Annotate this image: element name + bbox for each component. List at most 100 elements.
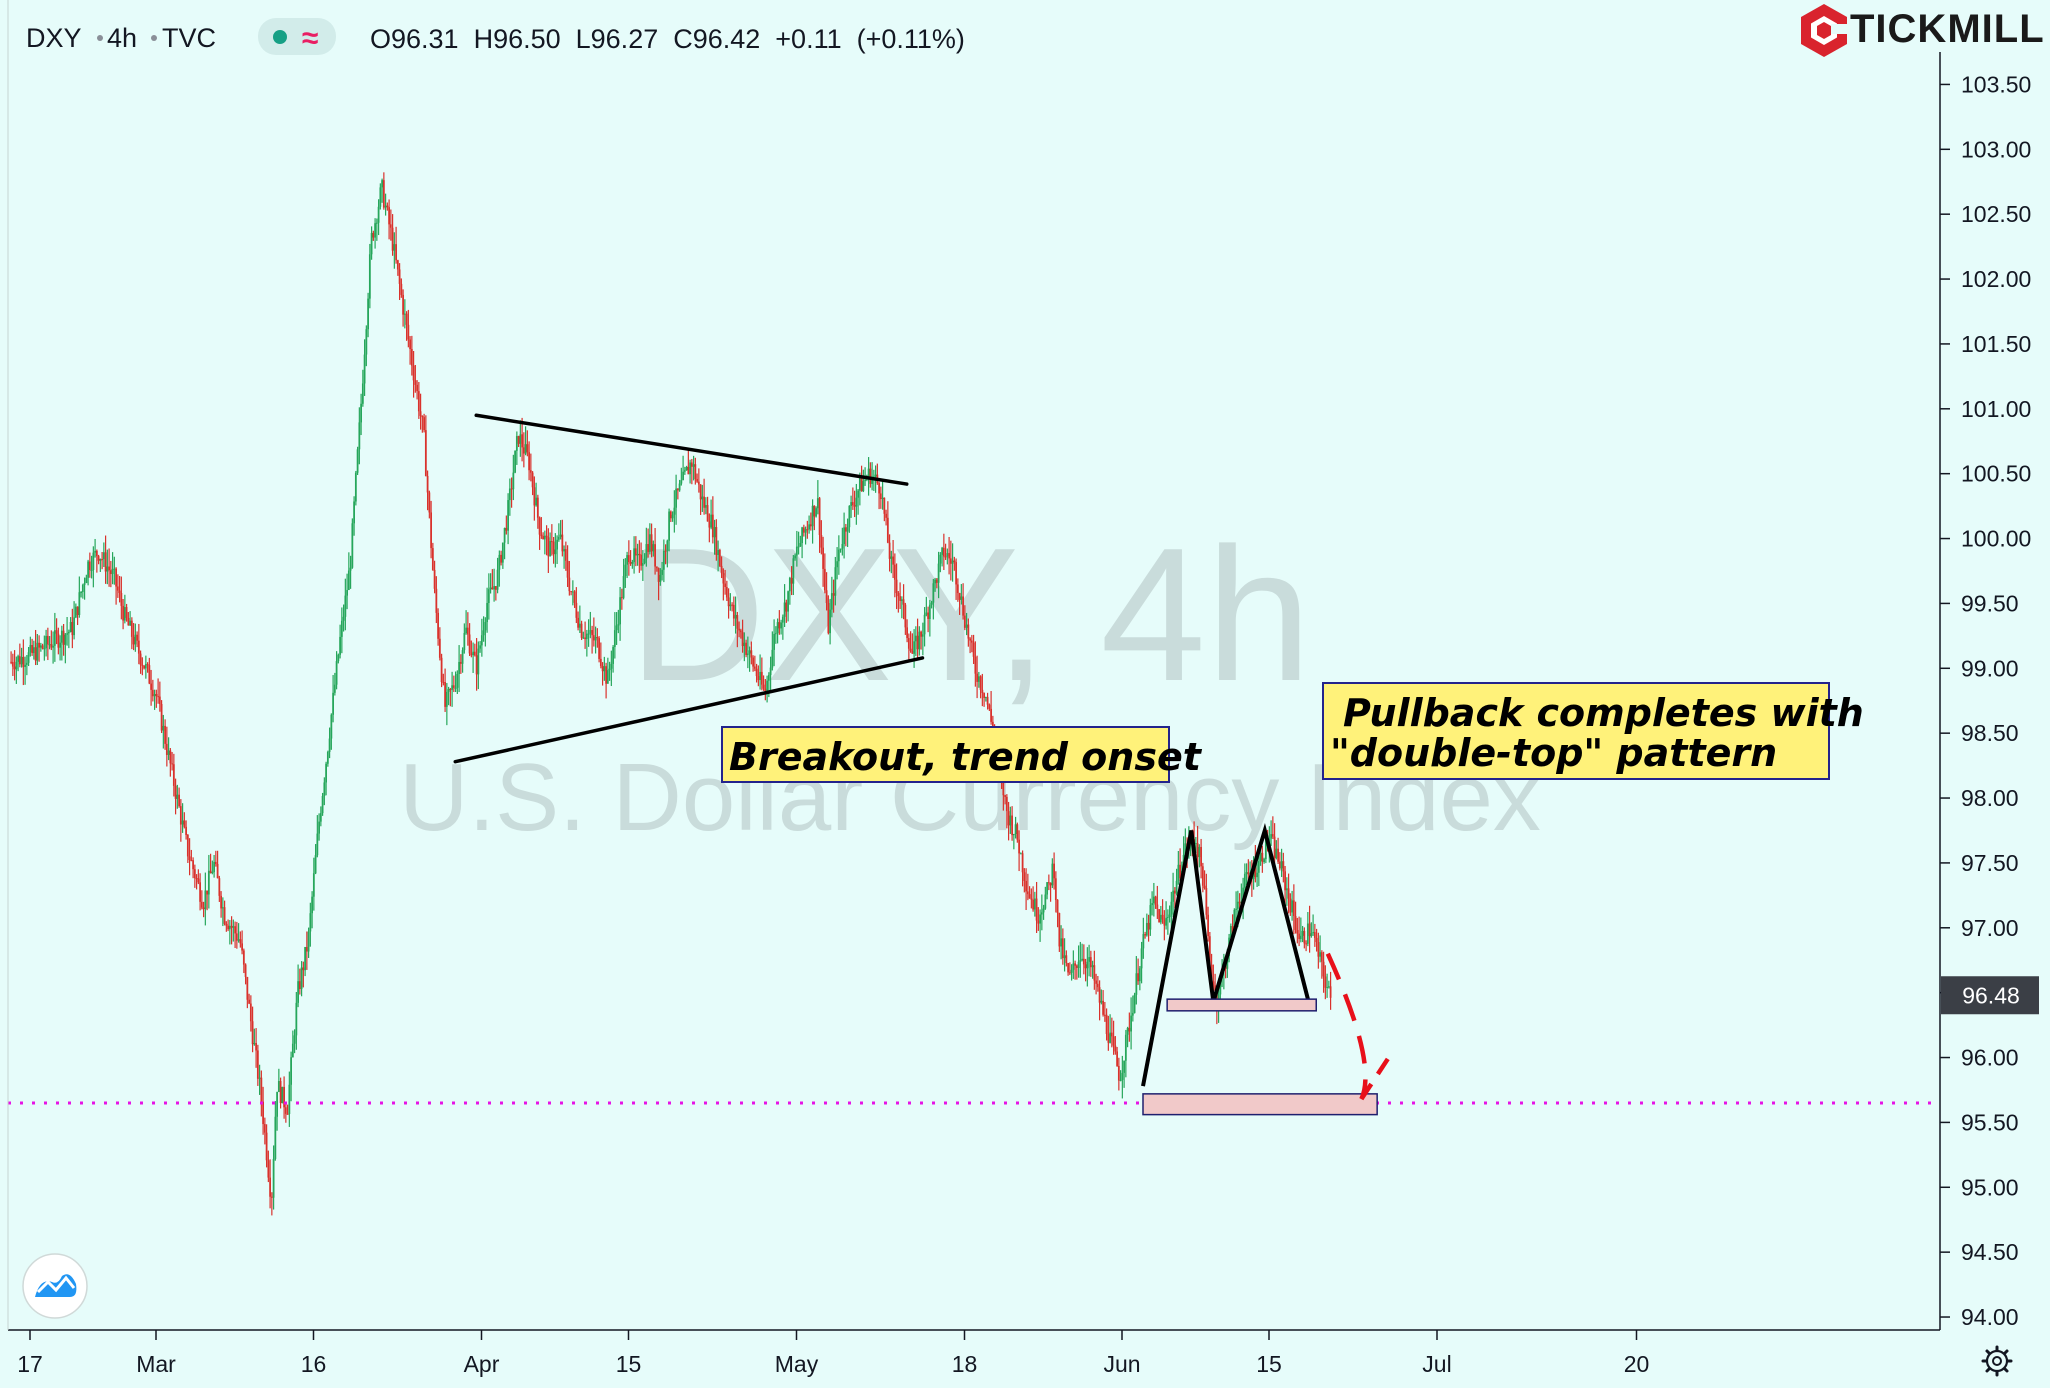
candle-body	[666, 540, 669, 551]
candle-body	[1025, 880, 1027, 892]
candle-body	[1200, 846, 1202, 867]
candle-body	[1238, 901, 1241, 904]
candle-body	[708, 521, 711, 528]
candle-body	[554, 549, 557, 555]
candle-body	[454, 687, 457, 689]
candle-body	[162, 725, 165, 731]
candle-body	[312, 873, 315, 897]
candle-body	[73, 617, 75, 636]
candle-body	[1259, 852, 1262, 862]
settings-gear-icon[interactable]	[1981, 1345, 2013, 1377]
candle-body	[650, 534, 653, 552]
candle-body	[1264, 835, 1267, 860]
interval-label[interactable]: 4h	[107, 23, 137, 53]
candle-body	[1317, 942, 1320, 957]
candle-body	[1305, 943, 1307, 945]
candle-body	[291, 1043, 294, 1058]
candle-body	[1236, 901, 1239, 909]
candle-body	[274, 1116, 277, 1159]
candle-body	[386, 205, 389, 208]
time-axis-background	[0, 1330, 1940, 1388]
candle-body	[536, 497, 539, 518]
candle-body	[171, 763, 173, 765]
candle-body	[1292, 900, 1295, 917]
candle-body	[1270, 834, 1272, 839]
candle-body	[769, 667, 772, 675]
candle-body	[911, 650, 914, 654]
candle-body	[368, 254, 371, 299]
candle-body	[752, 657, 754, 667]
candle-body	[678, 483, 681, 491]
candle-body	[48, 644, 51, 646]
candle-body	[426, 475, 429, 493]
candle-body	[1070, 969, 1073, 973]
candle-body	[762, 684, 765, 689]
candle-body	[531, 472, 534, 488]
candle-body	[144, 664, 147, 669]
candle-body	[823, 568, 826, 591]
candle-body	[661, 569, 663, 575]
candle-body	[81, 584, 84, 593]
time-axis[interactable]: 17 Mar 16 Apr 15 May 18 Jun 15 Jul 20	[0, 1329, 1940, 1388]
candle-body	[839, 548, 842, 550]
symbol-label[interactable]: DXY	[26, 23, 82, 53]
candle-body	[589, 630, 592, 634]
candle-body	[458, 661, 460, 674]
candle-body	[181, 820, 184, 825]
candle-body	[472, 651, 474, 656]
candle-body	[729, 604, 732, 607]
candle-body	[848, 505, 851, 528]
annotation-breakout-text: Breakout, trend onset	[729, 735, 1203, 779]
candle-body	[1016, 824, 1019, 840]
candle-body	[1102, 1000, 1104, 1015]
price-axis[interactable]: 103.50 103.00 102.50 102.00 101.50 101.00 100.…	[1939, 0, 2050, 1330]
candle-body	[647, 544, 649, 552]
candle-body	[690, 462, 693, 467]
candle-body	[90, 569, 93, 571]
candle-body	[1163, 919, 1166, 926]
candle-body	[704, 505, 707, 508]
candle-body	[456, 673, 459, 688]
candle-body	[783, 602, 786, 617]
candle-body	[1039, 914, 1041, 924]
candle-body	[592, 635, 595, 641]
candle-body	[1233, 909, 1236, 934]
candle-body	[241, 943, 243, 951]
candle-body	[892, 556, 894, 565]
time-tick-label: 15	[616, 1351, 642, 1377]
candle-body	[1056, 899, 1059, 914]
candle-body	[734, 614, 737, 619]
market-open-icon	[273, 30, 287, 44]
candle-body	[316, 833, 319, 856]
candle-body	[767, 674, 770, 681]
candle-body	[218, 878, 221, 896]
candle-body	[748, 650, 751, 654]
candle-body	[1116, 1051, 1118, 1066]
candle-body	[872, 476, 875, 478]
candle-body	[522, 447, 525, 454]
candle-body	[153, 694, 156, 697]
candle-body	[27, 652, 30, 663]
price-axis-ticks: 103.50 103.00 102.50 102.00 101.50 101.00 100.…	[1940, 71, 2031, 1330]
candle-body	[76, 606, 79, 615]
candle-body	[99, 559, 102, 561]
candle-body	[930, 602, 933, 605]
candle-body	[263, 1124, 266, 1133]
candle-body	[223, 907, 226, 924]
candle-body	[398, 269, 401, 284]
candle-body	[211, 872, 214, 874]
market-status-pill[interactable]	[258, 18, 336, 55]
tradingview-logo-button[interactable]	[22, 1253, 88, 1319]
candle-body	[858, 476, 861, 491]
candle-body	[512, 472, 515, 490]
candle-body	[342, 616, 345, 621]
candle-body	[659, 574, 662, 582]
candle-body	[787, 591, 789, 612]
candle-body	[325, 763, 327, 783]
candle-body	[967, 624, 970, 639]
candle-body	[403, 313, 406, 315]
candle-body	[920, 631, 922, 637]
candle-body	[1165, 917, 1167, 926]
candle-body	[843, 527, 845, 544]
candle-body	[654, 544, 656, 567]
